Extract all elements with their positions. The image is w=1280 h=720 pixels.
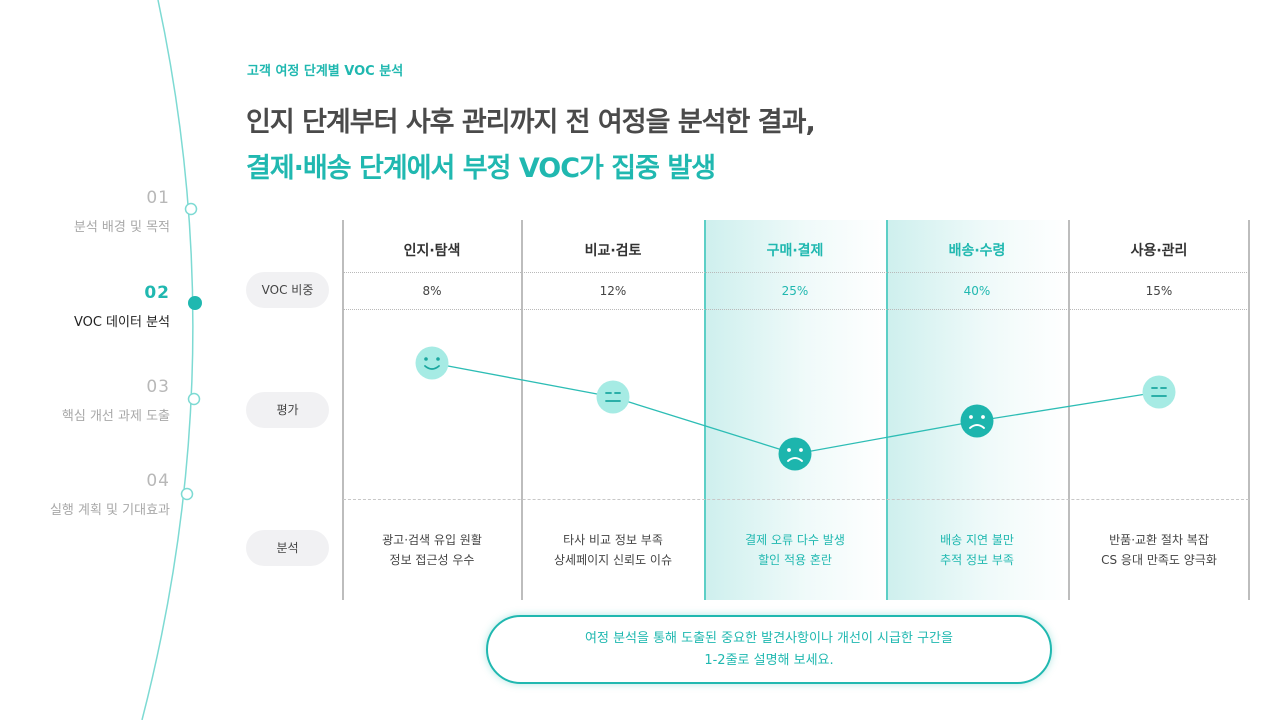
analysis-line: 상세페이지 신뢰도 이슈	[553, 553, 673, 567]
summary-note-box: 여정 분석을 통해 도출된 중요한 발견사항이나 개선이 시급한 구간을 1-2…	[486, 615, 1052, 684]
analysis-line: 추적 정보 부족	[940, 553, 1014, 567]
page-title-line1: 인지 단계부터 사후 관리까지 전 여정을 분석한 결과,	[246, 107, 816, 138]
nav-number: 02	[144, 283, 170, 303]
neutral-face-icon	[596, 380, 630, 414]
nav-number: 04	[146, 471, 170, 491]
voc-share-value: 8%	[422, 284, 442, 298]
analysis-cell: 타사 비교 정보 부족 상세페이지 신뢰도 이슈	[523, 530, 703, 570]
nav-number: 01	[146, 188, 170, 208]
nav-number: 03	[146, 377, 170, 397]
nav-label: 분석 배경 및 목적	[73, 220, 170, 235]
row-label-voc: VOC 비중	[246, 272, 329, 308]
nav-marker-04[interactable]	[180, 487, 194, 501]
voc-share-value: 15%	[1145, 284, 1173, 298]
analysis-line: 결제 오류 다수 발생	[745, 533, 845, 547]
summary-note-line: 1-2줄로 설명해 보세요.	[704, 653, 834, 668]
analysis-line: 정보 접근성 우수	[389, 553, 475, 567]
analysis-line: 광고·검색 유입 원활	[382, 533, 482, 547]
analysis-line: CS 응대 만족도 양극화	[1101, 553, 1217, 567]
summary-note-line: 여정 분석을 통해 도출된 중요한 발견사항이나 개선이 시급한 구간을	[585, 631, 953, 646]
nav-label: 실행 계획 및 기대효과	[49, 503, 170, 518]
neutral-face-icon	[1142, 375, 1176, 409]
column-divider	[1248, 220, 1250, 600]
row-divider	[343, 309, 1249, 310]
analysis-line: 배송 지연 불만	[940, 533, 1014, 547]
analysis-line: 반품·교환 절차 복잡	[1109, 533, 1209, 547]
analysis-cell: 반품·교환 절차 복잡 CS 응대 만족도 양극화	[1069, 530, 1249, 570]
page-title-line2: 결제·배송 단계에서 부정 VOC가 집중 발생	[246, 153, 716, 184]
row-label-rating: 평가	[246, 392, 329, 428]
smile-face-icon	[415, 346, 449, 380]
row-divider	[343, 272, 1249, 273]
stage-header: 사용·관리	[1130, 243, 1188, 259]
row-divider	[343, 499, 1249, 500]
analysis-line: 할인 적용 혼란	[758, 553, 832, 567]
nav-item-03[interactable]: 03 핵심 개선 과제 도출	[0, 377, 170, 424]
nav-marker-02[interactable]	[188, 296, 202, 310]
nav-label: VOC 데이터 분석	[73, 315, 170, 330]
analysis-cell: 배송 지연 불만 추적 정보 부족	[887, 530, 1067, 570]
nav-arc	[141, 0, 202, 720]
analysis-cell: 결제 오류 다수 발생 할인 적용 혼란	[705, 530, 885, 570]
row-label-analysis: 분석	[246, 530, 329, 566]
column-divider	[342, 220, 344, 600]
section-eyebrow: 고객 여정 단계별 VOC 분석	[247, 64, 404, 79]
nav-item-02[interactable]: 02 VOC 데이터 분석	[0, 283, 170, 330]
nav-item-01[interactable]: 01 분석 배경 및 목적	[0, 188, 170, 235]
nav-marker-03[interactable]	[187, 392, 201, 406]
nav-label: 핵심 개선 과제 도출	[61, 409, 170, 424]
stage-header: 배송·수령	[948, 243, 1006, 259]
stage-header: 구매·결제	[766, 243, 824, 259]
voc-share-value: 40%	[963, 284, 991, 298]
nav-marker-01[interactable]	[184, 202, 198, 216]
stage-header: 인지·탐색	[403, 243, 461, 259]
nav-item-04[interactable]: 04 실행 계획 및 기대효과	[0, 471, 170, 518]
voc-share-value: 25%	[781, 284, 809, 298]
voc-share-value: 12%	[599, 284, 627, 298]
analysis-cell: 광고·검색 유입 원활 정보 접근성 우수	[342, 530, 522, 570]
stage-header: 비교·검토	[584, 243, 642, 259]
analysis-line: 타사 비교 정보 부족	[563, 533, 663, 547]
